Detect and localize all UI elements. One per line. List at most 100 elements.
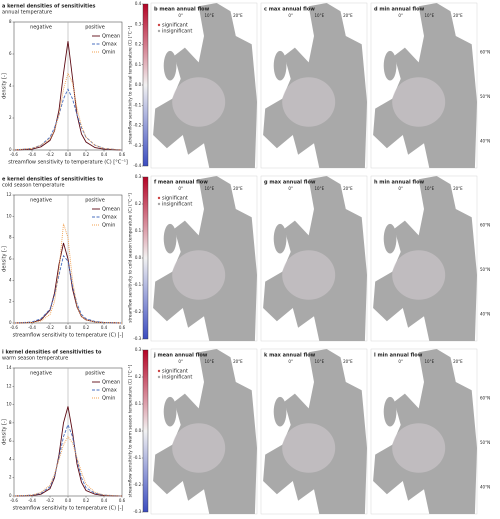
y-tick-label: 0 <box>9 320 12 325</box>
panel-title: warm season temperature <box>2 356 68 362</box>
x-tick-label: -0.4 <box>28 498 36 503</box>
land-tint <box>282 250 336 300</box>
y-tick-label: 8 <box>9 420 12 425</box>
y-tick-label: 6 <box>9 51 12 56</box>
colorbar-tick-label: -0.1 <box>133 102 141 107</box>
colorbar-tick-label: 0.1 <box>135 401 142 406</box>
land <box>273 396 287 427</box>
x-tick-label: 0.4 <box>101 152 108 157</box>
colorbar-tick-label: 0.2 <box>135 374 142 379</box>
density-line <box>13 41 123 151</box>
legend-marker <box>157 23 161 27</box>
colorbar-label: streamflow sensitivity to cold season te… <box>128 193 134 323</box>
legend-label: Qmin <box>102 223 115 229</box>
legend-label: insignificant <box>162 29 192 35</box>
x-tick-label: 0.2 <box>83 498 90 503</box>
y-tick-label: 12 <box>6 192 12 197</box>
legend-marker <box>157 369 161 373</box>
panel-title: e kernel densities of sensitivities to <box>2 177 104 183</box>
map-title: j mean annual flow <box>153 353 208 359</box>
density-line <box>13 254 123 324</box>
x-tick-label: -0.6 <box>10 152 18 157</box>
colorbar-tick-label: 0.2 <box>135 42 142 47</box>
colorbar-tick-label: -0.3 <box>133 143 141 148</box>
land <box>163 223 177 254</box>
legend-label: Qmax <box>102 388 117 394</box>
lon-label: 10°E <box>424 13 434 18</box>
colorbar-label: streamflow sensitivity to warm season te… <box>128 364 134 497</box>
lon-label: 10°E <box>314 359 324 364</box>
legend-label: insignificant <box>162 375 192 381</box>
lon-label: 10°E <box>424 186 434 191</box>
x-tick-label: -0.6 <box>10 498 18 503</box>
lon-label: 20°E <box>343 186 353 191</box>
colorbar-tick-label: -0.2 <box>133 123 141 128</box>
land-tint <box>172 250 226 300</box>
lon-label: 10°E <box>314 186 324 191</box>
lon-label: 0° <box>178 186 183 191</box>
x-tick-label: 0.0 <box>65 498 72 503</box>
colorbar-tick-label: 0.3 <box>135 347 142 352</box>
density-line <box>13 435 123 497</box>
legend-label: Qmean <box>102 380 120 386</box>
y-tick-label: 10 <box>6 213 12 218</box>
annotation: positive <box>85 25 105 31</box>
land-tint <box>392 250 446 300</box>
lon-label: 20°E <box>233 186 243 191</box>
land <box>273 50 287 81</box>
legend-label: Qmax <box>102 42 117 48</box>
colorbar-tick-label: 0.3 <box>135 21 142 26</box>
legend-label: Qmean <box>102 34 120 40</box>
land-tint <box>172 77 226 127</box>
annotation: negative <box>30 371 52 377</box>
lon-label: 20°E <box>343 13 353 18</box>
lon-label: 20°E <box>453 186 463 191</box>
lon-label: 10°E <box>424 359 434 364</box>
colorbar-tick-label: 0.0 <box>135 82 142 87</box>
land <box>163 396 177 427</box>
x-tick-label: -0.6 <box>10 325 18 330</box>
panel-title: annual temperature <box>2 10 52 16</box>
x-tick-label: -0.2 <box>46 152 54 157</box>
lon-label: 10°E <box>204 186 214 191</box>
lat-label: 40°N <box>480 139 490 144</box>
lat-label: 40°N <box>480 485 490 490</box>
colorbar-label: streamflow sensitivity to annual tempera… <box>128 25 134 144</box>
land-tint <box>282 423 336 473</box>
colorbar <box>142 176 149 340</box>
lat-label: 50°N <box>480 94 490 99</box>
x-tick-label: 0.2 <box>83 325 90 330</box>
legend-label: significant <box>162 23 188 29</box>
colorbar-tick-label: -0.1 <box>133 282 141 287</box>
land <box>383 223 397 254</box>
x-tick-label: 0.2 <box>83 152 90 157</box>
lon-label: 10°E <box>314 13 324 18</box>
colorbar-tick-label: 0.0 <box>135 428 142 433</box>
legend-label: Qmax <box>102 215 117 221</box>
panel-title: i kernel densities of sensitivities to <box>2 350 102 356</box>
panel-title: a kernel densities of sensitivities <box>2 4 96 10</box>
land <box>383 50 397 81</box>
density-line <box>13 88 123 151</box>
colorbar-tick-label: -0.2 <box>133 482 141 487</box>
colorbar-tick-label: -0.2 <box>133 309 141 314</box>
lat-label: 60°N <box>480 223 490 228</box>
colorbar-tick-label: -0.3 <box>133 336 141 341</box>
colorbar-tick-label: 0.1 <box>135 62 142 67</box>
y-tick-label: 6 <box>9 256 12 261</box>
colorbar-tick-label: 0.0 <box>135 255 142 260</box>
lat-label: 60°N <box>480 396 490 401</box>
x-axis-label: streamflow sensitivity to temperature (C… <box>13 506 124 512</box>
lat-label: 50°N <box>480 267 490 272</box>
colorbar-tick-label: 0.3 <box>135 174 142 179</box>
lon-label: 20°E <box>233 359 243 364</box>
legend-marker <box>157 196 161 200</box>
annotation: positive <box>85 371 105 377</box>
map-title: h min annual flow <box>374 180 425 186</box>
colorbar-tick-label: -0.1 <box>133 455 141 460</box>
map-title: g max annual flow <box>264 180 316 186</box>
y-tick-label: 8 <box>9 235 12 240</box>
panel-title: cold season temperature <box>2 183 65 189</box>
legend-label: significant <box>162 369 188 375</box>
y-tick-label: 2 <box>9 299 12 304</box>
